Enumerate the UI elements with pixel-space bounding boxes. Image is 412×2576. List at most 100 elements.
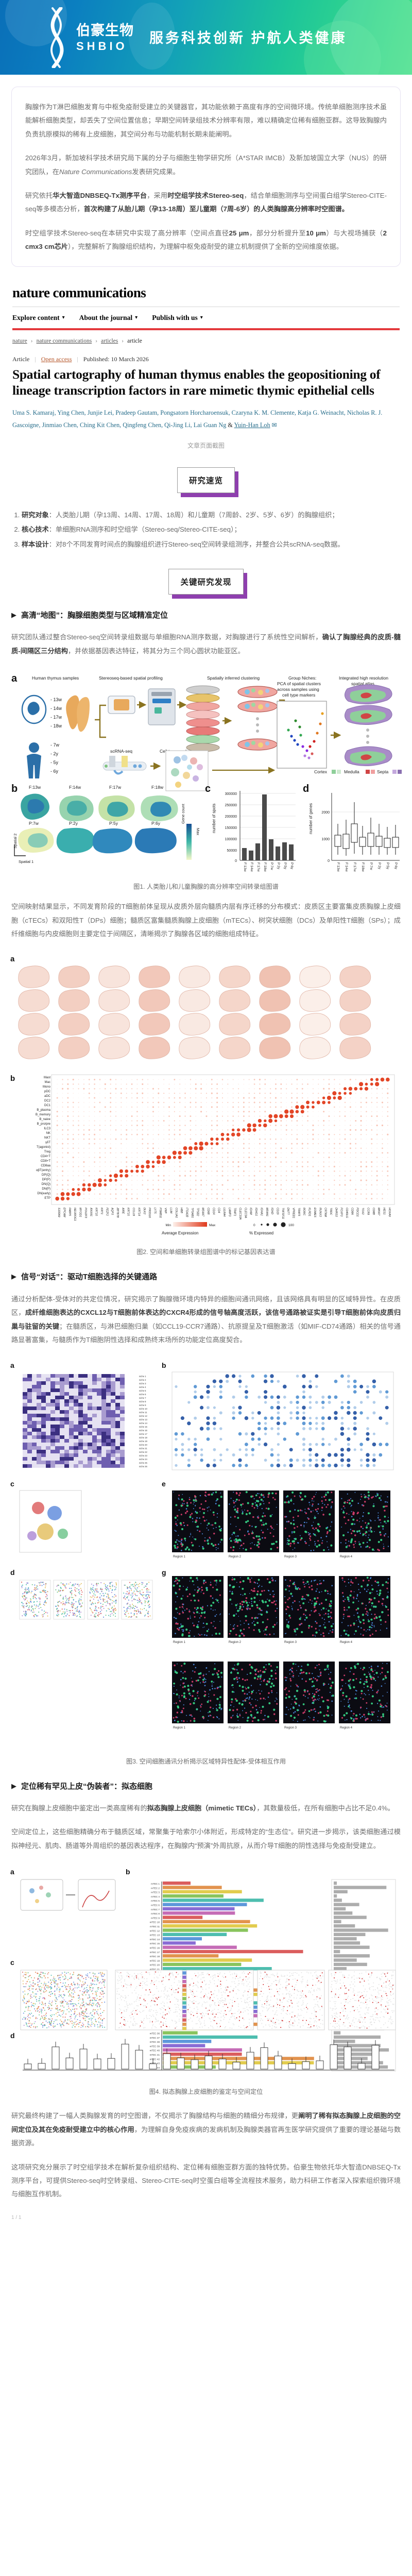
breadcrumb: nature › nature communications › article… — [12, 330, 400, 344]
svg-text:Average Expression: Average Expression — [162, 1231, 198, 1235]
svg-text:niche 12: niche 12 — [139, 1415, 148, 1417]
fact-label: 研究对象 — [22, 511, 49, 519]
svg-text:POU2F3: POU2F3 — [84, 1208, 87, 1218]
svg-text:TPSAB1: TPSAB1 — [191, 1208, 194, 1218]
fact-label: 样本设计 — [22, 540, 49, 548]
svg-text:Region 3: Region 3 — [284, 1555, 297, 1558]
svg-text:e: e — [162, 1480, 166, 1488]
svg-text:1000: 1000 — [321, 838, 330, 841]
intro-p4-bold-3: 2 cmx3 cm芯片 — [25, 229, 387, 251]
svg-text:ZBTB7B: ZBTB7B — [116, 1207, 119, 1218]
nav-about-the-journal[interactable]: About the journal ▾ — [79, 314, 138, 322]
nav-publish-with-us[interactable]: Publish with us ▾ — [152, 314, 203, 322]
figure-4: a c d b mTEC 1 mTEC 2 mTEC 3 mTEC 4 mTEC 5 mT… — [7, 1864, 405, 2096]
breadcrumb-item-nature-communications[interactable]: nature communications — [36, 337, 92, 344]
figure-2-caption: 图2. 空间和单细胞转录组图谱中的标记基因表达谱 — [136, 1248, 276, 1256]
svg-text:F:18w: F:18w — [151, 785, 164, 790]
svg-text:CD40LG: CD40LG — [345, 1208, 348, 1218]
svg-text:- 13w: - 13w — [50, 697, 62, 702]
s3p1a: 研究在胸腺上皮细胞中鉴定出一类高度稀有的 — [11, 1804, 147, 1812]
figure-1: a Human thymus samples Stereoseq-based s… — [7, 669, 405, 891]
svg-text:niche 3: niche 3 — [139, 1382, 146, 1385]
svg-text:TOX2: TOX2 — [361, 1208, 364, 1215]
section-tag-overview: 研究速览 — [177, 467, 238, 497]
svg-text:P:6y: P:6y — [394, 862, 398, 870]
svg-text:aDC: aDC — [44, 1095, 51, 1098]
nature-journal-logo: nature communications — [12, 284, 146, 300]
svg-text:scRNA-seq: scRNA-seq — [110, 749, 132, 754]
svg-text:- 14w: - 14w — [50, 706, 62, 711]
intro-p3-3: ，结合单细胞测序与空间蛋白组学Stereo-CITE-seq等多模态分析， — [25, 192, 387, 213]
svg-text:niche 13: niche 13 — [139, 1418, 148, 1421]
svg-text:P:6y: P:6y — [290, 862, 294, 870]
tag-label: 关键研究发现 — [168, 568, 244, 595]
svg-text:LAMP3: LAMP3 — [228, 1208, 231, 1216]
svg-text:MS4A1: MS4A1 — [265, 1208, 268, 1216]
svg-text:COL1A1: COL1A1 — [175, 1208, 178, 1218]
svg-text:niche 21: niche 21 — [139, 1447, 148, 1450]
svg-text:c: c — [10, 1480, 14, 1488]
open-access-badge[interactable]: Open access — [41, 355, 72, 363]
svg-text:niche 4: niche 4 — [139, 1386, 146, 1388]
nav-explore-content[interactable]: Explore content ▾ — [12, 314, 65, 322]
svg-text:niche 22: niche 22 — [139, 1451, 148, 1453]
svg-text:DC2: DC2 — [44, 1099, 51, 1103]
intro-p3-2: ，采用 — [147, 192, 168, 200]
s1p1c: ，并依据基因表达特征，将其分为三个同心圆状功能亚区。 — [67, 647, 245, 655]
intro-p4-3: ）与大视场捕获（ — [325, 229, 383, 237]
corresponding-author[interactable]: Yuin-Han Loh — [234, 421, 270, 429]
svg-text:ANXA1: ANXA1 — [89, 1207, 92, 1216]
intro-p3-bold-3: 首次构建了从胎儿期（孕13-18周）至儿童期（7周-6岁）的人类胸腺高分辨率时空… — [83, 205, 349, 213]
svg-text:IGHM: IGHM — [249, 1208, 252, 1215]
svg-text:Mast: Mast — [44, 1076, 50, 1079]
triangle-right-icon: ▶ — [11, 1273, 16, 1281]
intro-p4-2: ，部分分析提升至 — [249, 229, 306, 237]
svg-text:50000: 50000 — [227, 849, 237, 853]
intro-p2-a: 2026年3月，新加坡科学技术研究局下属的分子与细胞生物学研究所（A*STAR … — [25, 154, 387, 176]
svg-text:KLRD1: KLRD1 — [308, 1208, 311, 1216]
brand-name-cn: 伯豪生物 — [76, 23, 134, 39]
svg-text:b: b — [162, 1361, 166, 1369]
dna-helix-icon — [45, 7, 69, 68]
svg-text:FEZF2: FEZF2 — [105, 1208, 108, 1216]
svg-text:F:14w: F:14w — [250, 862, 253, 872]
svg-text:cell type markers: cell type markers — [282, 692, 315, 698]
svg-text:niche 26: niche 26 — [139, 1465, 148, 1468]
svg-text:Medulla: Medulla — [344, 769, 359, 774]
svg-text:- 18w: - 18w — [50, 723, 62, 728]
svg-text:EPCAM: EPCAM — [63, 1208, 66, 1217]
svg-text:DC1: DC1 — [44, 1104, 51, 1107]
svg-text:Region 1: Region 1 — [173, 1641, 186, 1644]
triangle-right-icon: ▶ — [11, 611, 16, 619]
nature-red-rule — [12, 328, 400, 330]
svg-text:PSMB11: PSMB11 — [159, 1208, 162, 1218]
svg-text:niche 24: niche 24 — [139, 1458, 148, 1461]
section-body-1: 研究团队通过整合Stereo-seq空间转录组数据与单细胞RNA测序数据，对胸腺… — [11, 631, 401, 658]
breadcrumb-item-nature[interactable]: nature — [12, 337, 27, 344]
svg-text:DLK2: DLK2 — [143, 1208, 146, 1214]
svg-text:P:5y: P:5y — [283, 862, 287, 870]
svg-text:B_pro/pre: B_pro/pre — [37, 1123, 51, 1126]
nav-label: Publish with us — [152, 313, 198, 321]
author-names[interactable]: Uma S. Kamaraj, Ying Chen, Junjie Lei, P… — [12, 409, 383, 429]
svg-text:2000: 2000 — [321, 811, 330, 815]
svg-text:F:14w: F:14w — [69, 785, 81, 790]
svg-text:0: 0 — [328, 859, 330, 863]
figure-3-caption: 图3. 空间细胞通讯分析揭示区域特异性配体-受体相互作用 — [126, 1757, 286, 1765]
banner-blob — [330, 0, 412, 75]
svg-text:b: b — [11, 783, 18, 794]
svg-text:HES1: HES1 — [382, 1208, 385, 1215]
svg-text:- 2y: - 2y — [50, 751, 59, 756]
envelope-icon[interactable]: ✉ — [271, 421, 277, 429]
svg-text:PRSS16: PRSS16 — [148, 1208, 151, 1218]
s2p1a: 通过分析配体-受体对的共定位情况，研究揭示了胸腺微环境内特异的细胞间通讯网络，且… — [11, 1295, 401, 1317]
breadcrumb-item-articles[interactable]: articles — [101, 337, 118, 344]
svg-text:CD8aa: CD8aa — [41, 1164, 50, 1167]
svg-text:αβT(entry): αβT(entry) — [36, 1169, 50, 1172]
svg-text:P:7w: P:7w — [270, 862, 273, 870]
svg-text:NK: NK — [46, 1132, 50, 1135]
research-facts-list: 研究对象：人类胎儿期（孕13周、14周、17周、18周）和儿童期（7周龄、2岁、… — [11, 509, 401, 551]
svg-text:Mono: Mono — [43, 1086, 51, 1089]
breadcrumb-separator: › — [30, 337, 33, 344]
svg-text:a: a — [11, 673, 18, 684]
